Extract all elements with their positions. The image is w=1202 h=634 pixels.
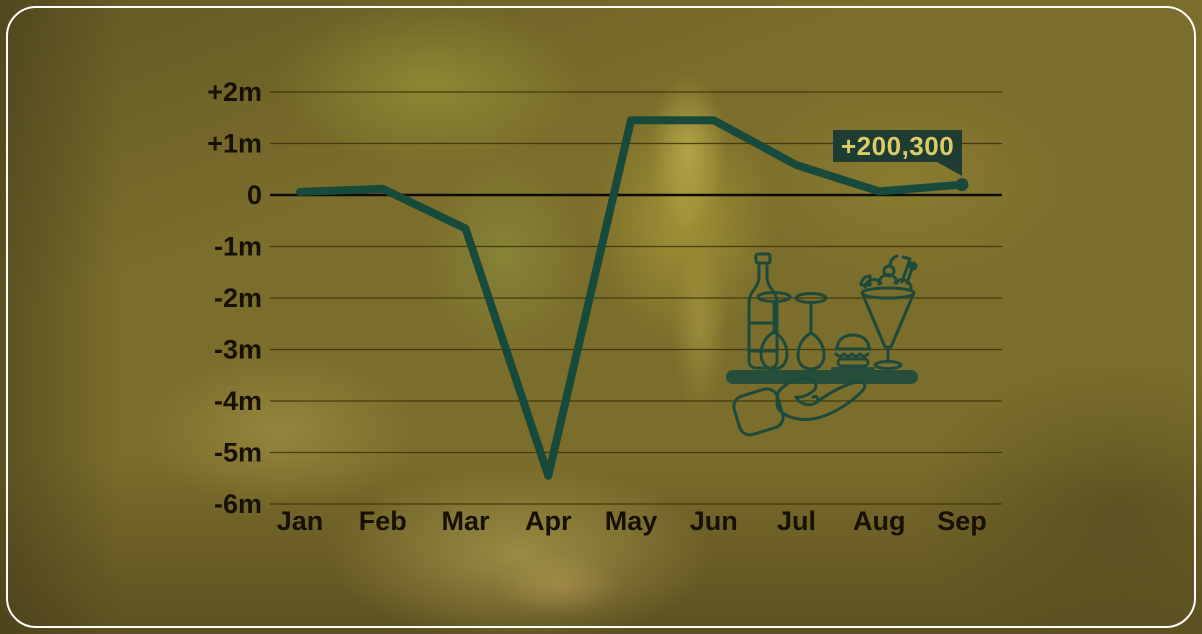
cocktail-glass-icon [859,254,918,370]
x-tick-label: Sep [937,506,987,536]
axis-labels-group: +2m +1m 0 -1m -2m -3m -4m -5m -6m Jan Feb Mar Apr May… [207,77,987,536]
y-tick-label: -2m [214,283,262,313]
x-tick-label: Mar [441,506,490,536]
line-endpoint-dot [955,178,969,192]
y-tick-label: +2m [207,77,262,107]
y-tick-label: 0 [247,180,262,210]
upside-down-wine-glass-icon [756,291,792,371]
y-tick-label: -5m [214,438,262,468]
y-tick-label: -3m [214,335,262,365]
tray-icon [726,370,918,384]
y-tick-label: -1m [214,232,262,262]
x-tick-label: Aug [853,506,905,536]
x-tick-label: Jan [277,506,324,536]
value-annotation-badge: +200,300 [833,130,963,176]
annotation-value: +200,300 [841,131,955,161]
data-line [296,116,966,480]
x-tick-label: Jul [777,506,816,536]
serving-hand-icon [732,376,867,437]
burger-icon [831,333,875,371]
restaurant-service-tray-icon [726,252,918,437]
y-tick-label: +1m [207,129,262,159]
data-line-group [296,116,969,480]
x-tick-label: Apr [525,506,572,536]
wine-bottle-icon [747,252,779,370]
x-tick-label: May [605,506,658,536]
x-tick-label: Jun [690,506,738,536]
x-tick-label: Feb [359,506,407,536]
y-tick-label: -4m [214,386,262,416]
y-tick-label: -6m [214,489,262,519]
upside-down-wine-glass-icon [794,292,828,371]
